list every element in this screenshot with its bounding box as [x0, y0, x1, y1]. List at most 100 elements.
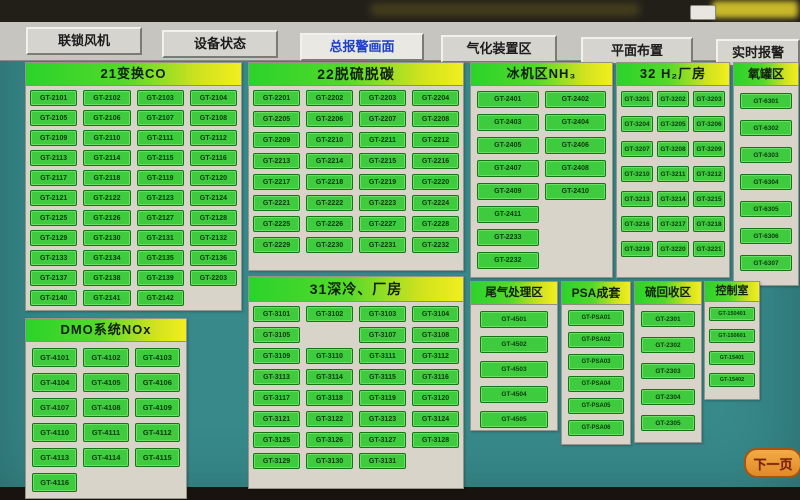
detector-button[interactable]: GT-3211 — [657, 166, 689, 182]
detector-button[interactable]: GT-2121 — [30, 190, 78, 206]
detector-button[interactable]: GT-4502 — [480, 336, 548, 353]
detector-button[interactable]: GT-2133 — [30, 250, 78, 266]
detector-button[interactable]: GT-2139 — [136, 270, 184, 286]
detector-button[interactable]: GT-2124 — [189, 190, 237, 206]
detector-button[interactable]: GT-2212 — [412, 132, 459, 148]
detector-button[interactable]: GT-2127 — [136, 210, 184, 226]
detector-button[interactable]: GT-PSA02 — [568, 332, 624, 348]
detector-button[interactable]: GT-2122 — [83, 190, 131, 206]
detector-button[interactable]: GT-2220 — [412, 174, 459, 190]
detector-button[interactable]: GT-PSA05 — [568, 398, 624, 414]
detector-button[interactable]: GT-3122 — [306, 411, 353, 427]
detector-button[interactable]: GT-2130 — [83, 230, 131, 246]
detector-button[interactable]: GT-3108 — [412, 327, 459, 343]
detector-button[interactable]: GT-2301 — [641, 311, 695, 327]
detector-button[interactable]: GT-3214 — [657, 191, 689, 207]
detector-button[interactable]: GT-2408 — [544, 160, 606, 177]
detector-button[interactable]: GT-PSA01 — [568, 310, 624, 326]
toolbar-button-4[interactable]: 气化装置区 — [441, 35, 557, 63]
detector-button[interactable]: GT-2404 — [544, 114, 606, 131]
detector-button[interactable]: GT-2208 — [412, 111, 459, 127]
detector-button[interactable]: GT-3121 — [253, 411, 300, 427]
detector-button[interactable]: GT-PSA04 — [568, 376, 624, 392]
detector-button[interactable]: GT-2128 — [189, 210, 237, 226]
detector-button[interactable]: GT-3206 — [693, 116, 725, 132]
detector-button[interactable]: GT-3220 — [657, 241, 689, 257]
detector-button[interactable]: GT-2228 — [412, 216, 459, 232]
mini-window-button[interactable] — [690, 5, 716, 20]
detector-button[interactable]: GT-2410 — [544, 183, 606, 200]
detector-button[interactable]: GT-3113 — [253, 369, 300, 385]
detector-button[interactable]: GT-2401 — [477, 91, 539, 108]
detector-button[interactable]: GT-2405 — [477, 137, 539, 154]
detector-button[interactable]: GT-2136 — [189, 250, 237, 266]
detector-button[interactable]: GT-2214 — [306, 153, 353, 169]
detector-button[interactable]: GT-2116 — [189, 150, 237, 166]
detector-button[interactable]: GT-2126 — [83, 210, 131, 226]
detector-button[interactable]: GT-2409 — [477, 183, 539, 200]
detector-button[interactable]: GT-3208 — [657, 141, 689, 157]
detector-button[interactable]: GT-2104 — [189, 90, 237, 106]
detector-button[interactable]: GT-4112 — [134, 423, 180, 442]
detector-button[interactable]: GT-2304 — [641, 389, 695, 405]
detector-button[interactable]: GT-6305 — [740, 201, 792, 217]
detector-button[interactable]: GT-4103 — [134, 348, 180, 367]
detector-button[interactable]: GT-3119 — [359, 390, 406, 406]
toolbar-button-1[interactable]: 联锁风机 — [26, 27, 142, 55]
detector-button[interactable]: GT-3114 — [306, 369, 353, 385]
detector-button[interactable]: GT-2229 — [253, 237, 300, 253]
detector-button[interactable]: GT-3127 — [359, 432, 406, 448]
detector-button[interactable]: GT-2227 — [359, 216, 406, 232]
detector-button[interactable]: GT-2209 — [253, 132, 300, 148]
detector-button[interactable]: GT-4106 — [134, 373, 180, 392]
detector-button[interactable]: GT-3128 — [412, 432, 459, 448]
detector-button[interactable]: GT-2204 — [412, 90, 459, 106]
detector-button[interactable]: GT-3212 — [693, 166, 725, 182]
detector-button[interactable]: GT-4115 — [134, 448, 180, 467]
detector-button[interactable]: GT-4104 — [32, 373, 78, 392]
detector-button[interactable]: GT-3116 — [412, 369, 459, 385]
detector-button[interactable]: GT-6303 — [740, 147, 792, 163]
detector-button[interactable]: GT-150601 — [709, 329, 755, 343]
detector-button[interactable]: GT-4111 — [83, 423, 129, 442]
detector-button[interactable]: GT-4113 — [32, 448, 78, 467]
detector-button[interactable]: GT-2217 — [253, 174, 300, 190]
detector-button[interactable]: GT-2406 — [544, 137, 606, 154]
detector-button[interactable]: GT-2102 — [83, 90, 131, 106]
detector-button[interactable]: GT-2103 — [136, 90, 184, 106]
detector-button[interactable]: GT-2215 — [359, 153, 406, 169]
detector-button[interactable]: GT-3131 — [359, 453, 406, 469]
detector-button[interactable]: GT-2112 — [189, 130, 237, 146]
detector-button[interactable]: GT-15401 — [709, 351, 755, 365]
detector-button[interactable]: GT-2224 — [412, 195, 459, 211]
detector-button[interactable]: GT-3202 — [657, 91, 689, 107]
detector-button[interactable]: GT-2222 — [306, 195, 353, 211]
next-page-button[interactable]: 下一页 — [744, 448, 800, 478]
detector-button[interactable]: GT-2117 — [30, 170, 78, 186]
detector-button[interactable]: GT-2135 — [136, 250, 184, 266]
detector-button[interactable]: GT-3112 — [412, 348, 459, 364]
detector-button[interactable]: GT-2202 — [306, 90, 353, 106]
detector-button[interactable]: GT-4503 — [480, 361, 548, 378]
detector-button[interactable]: GT-2210 — [306, 132, 353, 148]
detector-button[interactable]: GT-2105 — [30, 110, 78, 126]
detector-button[interactable]: GT-3215 — [693, 191, 725, 207]
detector-button[interactable]: GT-6304 — [740, 174, 792, 190]
detector-button[interactable]: GT-3210 — [621, 166, 653, 182]
detector-button[interactable]: GT-2140 — [30, 290, 78, 306]
detector-button[interactable]: GT-2203 — [189, 270, 237, 286]
detector-button[interactable]: GT-PSA06 — [568, 420, 624, 436]
toolbar-button-5[interactable]: 平面布置 — [581, 37, 693, 65]
detector-button[interactable]: GT-3126 — [306, 432, 353, 448]
detector-button[interactable]: GT-3217 — [657, 216, 689, 232]
detector-button[interactable]: GT-3107 — [359, 327, 406, 343]
detector-button[interactable]: GT-3207 — [621, 141, 653, 157]
detector-button[interactable]: GT-3111 — [359, 348, 406, 364]
detector-button[interactable]: GT-2207 — [359, 111, 406, 127]
detector-button[interactable]: GT-4501 — [480, 311, 548, 328]
detector-button[interactable]: GT-2138 — [83, 270, 131, 286]
detector-button[interactable]: GT-3104 — [412, 306, 459, 322]
detector-button[interactable]: GT-150401 — [709, 307, 755, 321]
detector-button[interactable]: GT-2109 — [30, 130, 78, 146]
detector-button[interactable]: GT-4102 — [83, 348, 129, 367]
